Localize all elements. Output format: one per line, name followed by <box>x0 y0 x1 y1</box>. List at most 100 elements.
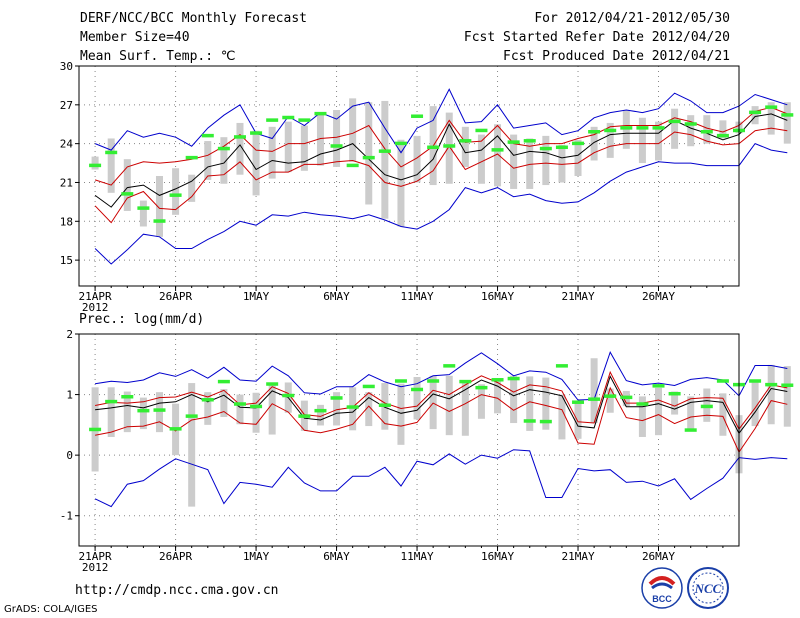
member-marker <box>507 376 520 381</box>
ensemble-box <box>381 100 389 219</box>
x-tick-label: 21APR <box>79 550 112 563</box>
ensemble-box <box>204 141 212 180</box>
panel-title: Prec.: log(mm/d) <box>79 312 204 327</box>
series-line-max <box>94 88 788 154</box>
member-marker <box>217 379 230 384</box>
member-marker <box>330 396 343 400</box>
ensemble-box <box>172 168 180 215</box>
ensemble-box <box>413 377 421 420</box>
ensemble-box <box>719 393 727 436</box>
member-marker <box>539 146 552 151</box>
member-marker <box>153 408 166 412</box>
member-marker <box>684 122 697 126</box>
x-tick-label: 21MAY <box>561 550 594 563</box>
member-marker <box>185 414 198 418</box>
series-line-min <box>94 449 788 508</box>
ensemble-box <box>349 387 357 431</box>
member-marker <box>427 379 440 383</box>
ensemble-box <box>574 402 582 439</box>
member-marker <box>668 119 681 124</box>
ensemble-box <box>655 387 663 436</box>
member-marker <box>620 126 633 130</box>
member-marker <box>555 145 568 150</box>
x-tick-label: 1MAY <box>243 550 270 563</box>
member-marker <box>781 113 794 117</box>
ensemble-box <box>236 394 244 425</box>
ensemble-box <box>316 404 324 426</box>
ensemble-box <box>316 112 324 166</box>
plot-frame <box>78 333 740 547</box>
member-marker <box>298 414 311 418</box>
member-marker <box>137 206 150 210</box>
ensemble-box <box>477 134 485 184</box>
ensemble-box <box>397 383 405 445</box>
member-marker <box>700 130 713 134</box>
y-tick-label: 27 <box>60 99 73 112</box>
x-tick-label: 11MAY <box>400 550 433 563</box>
member-marker <box>266 382 279 386</box>
member-marker <box>475 385 488 390</box>
bcc-logo: BCC <box>641 567 683 609</box>
ensemble-box <box>349 98 357 162</box>
ensemble-box <box>606 122 614 158</box>
x-tick-label: 26APR <box>159 550 192 563</box>
ensemble-box <box>477 384 485 419</box>
y-tick-label: -1 <box>60 510 73 523</box>
x-tick-label: 26APR <box>159 290 192 303</box>
x-tick-label: 21APR <box>79 290 112 303</box>
plot-frame <box>78 65 740 287</box>
member-marker <box>523 139 536 143</box>
series-line-q75 <box>95 370 788 431</box>
member-marker <box>411 387 424 392</box>
member-marker <box>507 140 520 144</box>
x-tick-label: 6MAY <box>323 290 350 303</box>
ensemble-box <box>139 200 147 227</box>
y-tick-label: 15 <box>60 254 73 267</box>
ensemble-box <box>397 139 405 227</box>
x-tick-label: 1MAY <box>243 290 270 303</box>
ncc-logo: NCC <box>687 567 729 609</box>
ensemble-box <box>671 391 679 415</box>
member-marker <box>330 144 343 148</box>
x-tick-label: 21MAY <box>561 290 594 303</box>
ensemble-box <box>751 381 759 427</box>
member-marker <box>620 395 633 400</box>
member-marker <box>121 394 134 399</box>
ensemble-box <box>445 375 453 436</box>
series-line-max <box>95 350 788 401</box>
ensemble-box <box>510 134 518 189</box>
member-marker <box>459 139 472 143</box>
ensemble-box <box>687 396 695 431</box>
ensemble-box <box>155 176 163 237</box>
ensemble-box <box>123 159 131 211</box>
ensemble-box <box>107 387 115 437</box>
series-line-q25 <box>95 386 788 454</box>
member-marker <box>700 404 713 409</box>
member-marker <box>298 118 311 122</box>
ensemble-box <box>268 126 276 179</box>
member-marker <box>169 427 182 431</box>
series-line-q75 <box>94 106 788 186</box>
member-marker <box>636 126 649 130</box>
ensemble-box <box>252 130 260 196</box>
ncc-logo-text: NCC <box>694 581 722 596</box>
member-marker <box>282 393 295 398</box>
ensemble-box <box>687 115 695 147</box>
ensemble-box <box>284 121 292 173</box>
member-marker <box>250 131 263 135</box>
member-marker <box>652 384 665 388</box>
member-marker <box>684 428 697 432</box>
forecast-period: For 2012/04/21-2012/05/30 <box>534 11 730 26</box>
ensemble-box <box>542 377 550 430</box>
ensemble-box <box>638 117 646 164</box>
member-marker <box>459 379 472 384</box>
member-marker <box>185 155 198 160</box>
member-marker <box>716 379 729 383</box>
member-marker <box>346 405 359 409</box>
source-url[interactable]: http://cmdp.ncc.cma.gov.cn <box>75 583 279 598</box>
ensemble-box <box>494 124 502 187</box>
member-marker <box>765 382 778 387</box>
member-size: Member Size=40 <box>80 30 190 45</box>
member-marker <box>443 364 456 368</box>
